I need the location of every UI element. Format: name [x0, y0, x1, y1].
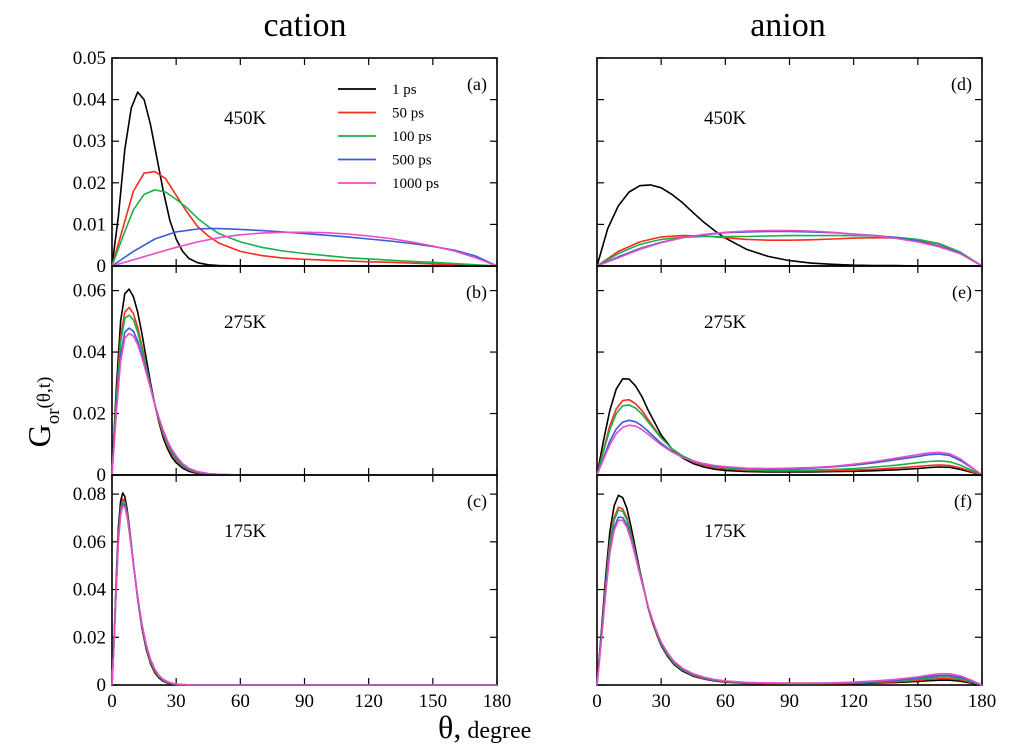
panel-d: (d) 450K: [596, 57, 983, 267]
series-line-1000ps: [111, 231, 498, 267]
x-tick-label: 0: [107, 691, 117, 712]
legend: 1 ps 50 ps 100 ps 500 ps 1000 ps: [338, 82, 439, 192]
series-line-1000ps: [596, 519, 983, 686]
temperature-label: 450K: [224, 108, 267, 129]
y-axis-label-main: G: [21, 424, 57, 447]
series-line-100ps: [111, 189, 498, 267]
x-tick-label: 30: [652, 691, 671, 712]
y-tick-label: 0.04: [73, 342, 107, 363]
series-line-100ps: [596, 509, 983, 686]
x-tick-label: 180: [483, 691, 512, 712]
series-line-1000ps: [111, 505, 497, 686]
column-title-anion: anion: [750, 7, 826, 44]
svg-text:Gor(θ,t): Gor(θ,t): [21, 377, 64, 448]
temperature-label: 275K: [704, 312, 747, 333]
x-tick-label: 150: [904, 691, 933, 712]
series-line-100ps: [596, 234, 983, 267]
y-axis-label-args: (θ,t): [34, 377, 55, 409]
y-tick-label: 0.03: [73, 131, 106, 152]
legend-label: 50 ps: [392, 106, 424, 122]
x-tick-label: 120: [839, 691, 868, 712]
y-tick-label: 0: [97, 465, 107, 486]
y-tick-label: 0.08: [73, 484, 106, 505]
y-tick-label: 0.06: [73, 281, 106, 302]
x-tick-label: 90: [295, 691, 314, 712]
y-tick-label: 0: [97, 256, 107, 277]
y-tick-label: 0.04: [73, 580, 107, 601]
temperature-label: 175K: [704, 521, 747, 542]
series-line-1ps: [111, 91, 497, 267]
series-line-1ps: [596, 378, 983, 476]
panel-b: 0 0.02 0.04 0.06 (b) 275K: [73, 265, 498, 486]
panel-label: (f): [954, 491, 972, 512]
x-tick-label: 0: [592, 691, 602, 712]
panel-label: (a): [467, 74, 487, 95]
x-axis-label-symbol: θ,: [438, 709, 461, 745]
series-line-50ps: [596, 506, 983, 686]
series-line-100ps: [111, 500, 497, 686]
y-tick-label: 0.02: [73, 173, 106, 194]
panel-label: (d): [951, 74, 972, 95]
series-line-50ps: [111, 170, 498, 267]
x-tick-label: 120: [354, 691, 383, 712]
temperature-label: 450K: [704, 108, 747, 129]
panels: 0 0.01 0.02 0.03 0.04 0.05 (a) 450K 0 0.02 0.04 0.0…: [73, 48, 997, 712]
y-tick-label: 0.01: [73, 214, 106, 235]
x-tick-label: 150: [419, 691, 448, 712]
legend-label: 1000 ps: [392, 176, 439, 192]
y-tick-label: 0.02: [73, 627, 106, 648]
x-tick-label: 180: [968, 691, 997, 712]
x-axis-label-unit: degree: [461, 718, 531, 744]
series-line-1ps: [596, 494, 983, 686]
y-axis-label: Gor(θ,t): [21, 377, 64, 448]
y-axis-label-sub: or: [43, 408, 64, 425]
legend-label: 100 ps: [392, 129, 432, 145]
x-tick-label: 90: [780, 691, 799, 712]
legend-label: 500 ps: [392, 153, 432, 169]
column-title-cation: cation: [263, 7, 346, 44]
legend-label: 1 ps: [392, 82, 417, 98]
panel-e: (e) 275K: [596, 265, 983, 476]
y-tick-label: 0: [97, 675, 107, 696]
y-tick-label: 0.02: [73, 404, 106, 425]
panel-a: 0 0.01 0.02 0.03 0.04 0.05 (a) 450K: [73, 48, 498, 277]
series-line-1ps: [111, 492, 497, 686]
x-tick-label: 60: [716, 691, 735, 712]
panel-label: (b): [466, 282, 487, 303]
panel-frame: [596, 265, 983, 476]
panel-label: (e): [952, 282, 972, 303]
panel-f: 0 30 60 90 120 150 180 (f) 175K: [592, 474, 997, 712]
y-tick-label: 0.06: [73, 532, 106, 553]
panel-frame: [596, 57, 983, 267]
x-axis-label: θ, degree: [438, 709, 531, 745]
y-tick-label: 0.05: [73, 48, 106, 69]
series-line-1ps: [596, 184, 982, 267]
series-line-500ps: [596, 516, 983, 686]
series-line-500ps: [111, 502, 497, 686]
panel-frame: [596, 474, 983, 686]
series-line-1000ps: [596, 424, 983, 476]
x-tick-label: 60: [231, 691, 250, 712]
temperature-label: 275K: [224, 312, 267, 333]
temperature-label: 175K: [224, 521, 267, 542]
y-tick-label: 0.04: [73, 90, 107, 111]
series-line-50ps: [111, 498, 497, 686]
series-line-1000ps: [596, 229, 983, 267]
series-line-1000ps: [111, 332, 497, 476]
panel-frame: [111, 474, 498, 686]
panel-label: (c): [467, 491, 487, 512]
panel-c: 0 0.02 0.04 0.06 0.08 0 30 60 90 120 150 180 (c) 175K: [73, 474, 512, 712]
x-tick-label: 30: [167, 691, 186, 712]
series-line-50ps: [596, 398, 983, 476]
